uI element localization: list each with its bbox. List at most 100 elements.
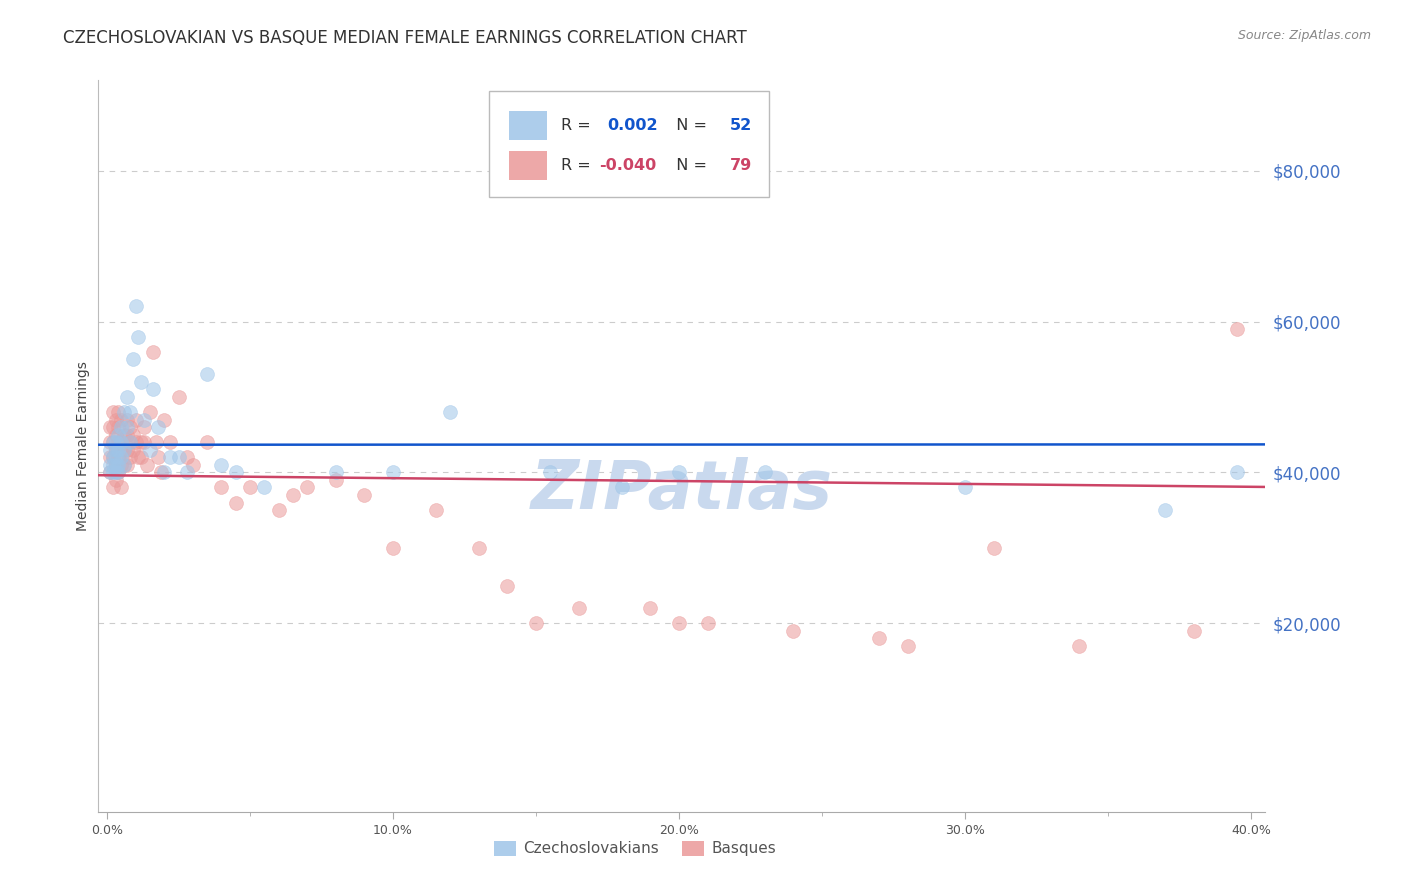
Point [134, 435, 156, 450]
Point [104, 435, 127, 450]
Point [382, 541, 405, 555]
Point [112, 405, 135, 419]
Point [1226, 322, 1249, 336]
Point [496, 578, 519, 592]
Point [107, 442, 129, 457]
Point [209, 458, 232, 472]
Point [98, 458, 121, 472]
Point [110, 435, 132, 450]
Text: 79: 79 [730, 159, 752, 173]
Point [568, 601, 591, 615]
Point [610, 480, 633, 494]
Point [101, 480, 124, 494]
Point [538, 466, 561, 480]
Point [115, 390, 138, 404]
Point [353, 488, 375, 502]
Point [104, 442, 127, 457]
Point [101, 450, 124, 465]
Text: 0.002: 0.002 [607, 118, 658, 133]
Point [139, 442, 162, 457]
Point [98, 420, 121, 434]
Point [139, 405, 162, 419]
Y-axis label: Median Female Earnings: Median Female Earnings [76, 361, 90, 531]
Point [127, 329, 149, 343]
Point [782, 624, 804, 638]
Point [668, 466, 690, 480]
Point [134, 412, 156, 426]
Point [115, 412, 138, 426]
Point [195, 368, 218, 382]
Point [107, 405, 129, 419]
Point [134, 420, 156, 434]
Point [1182, 624, 1205, 638]
Point [104, 427, 127, 442]
Point [524, 616, 547, 631]
Point [124, 435, 146, 450]
Point [110, 435, 132, 450]
Point [297, 480, 319, 494]
Point [281, 488, 304, 502]
Point [104, 442, 127, 457]
Text: N =: N = [665, 159, 711, 173]
Point [225, 495, 247, 509]
Point [107, 466, 129, 480]
Point [104, 466, 127, 480]
Point [131, 435, 153, 450]
Point [668, 616, 690, 631]
Point [107, 450, 129, 465]
Point [110, 458, 132, 472]
Point [1154, 503, 1177, 517]
Point [1069, 639, 1091, 653]
Point [112, 442, 135, 457]
Text: CZECHOSLOVAKIAN VS BASQUE MEDIAN FEMALE EARNINGS CORRELATION CHART: CZECHOSLOVAKIAN VS BASQUE MEDIAN FEMALE … [63, 29, 747, 46]
Point [136, 458, 159, 472]
Point [101, 420, 124, 434]
Point [115, 427, 138, 442]
Point [101, 450, 124, 465]
Point [153, 466, 176, 480]
Point [181, 458, 204, 472]
Point [127, 450, 149, 465]
Point [325, 466, 347, 480]
Point [101, 458, 124, 472]
Point [101, 435, 124, 450]
Point [104, 450, 127, 465]
Point [868, 632, 890, 646]
Point [115, 458, 138, 472]
Point [107, 466, 129, 480]
Point [118, 435, 141, 450]
Point [115, 442, 138, 457]
Point [325, 473, 347, 487]
Point [754, 466, 776, 480]
Text: -0.040: -0.040 [599, 159, 657, 173]
Point [104, 458, 127, 472]
Point [253, 480, 276, 494]
Point [239, 480, 262, 494]
Point [142, 383, 165, 397]
Point [112, 458, 135, 472]
Point [112, 442, 135, 457]
Point [104, 473, 127, 487]
Point [118, 435, 141, 450]
Point [101, 466, 124, 480]
Point [107, 427, 129, 442]
Point [953, 480, 976, 494]
Point [696, 616, 718, 631]
Point [209, 480, 232, 494]
Point [110, 442, 132, 457]
Point [176, 466, 198, 480]
Point [468, 541, 491, 555]
Point [107, 420, 129, 434]
Point [98, 442, 121, 457]
Point [110, 480, 132, 494]
Point [98, 466, 121, 480]
Point [121, 427, 143, 442]
Point [131, 450, 153, 465]
Point [897, 639, 920, 653]
Point [167, 450, 190, 465]
Text: Source: ZipAtlas.com: Source: ZipAtlas.com [1237, 29, 1371, 42]
Point [101, 435, 124, 450]
Text: 52: 52 [730, 118, 752, 133]
FancyBboxPatch shape [509, 111, 547, 140]
Point [104, 458, 127, 472]
